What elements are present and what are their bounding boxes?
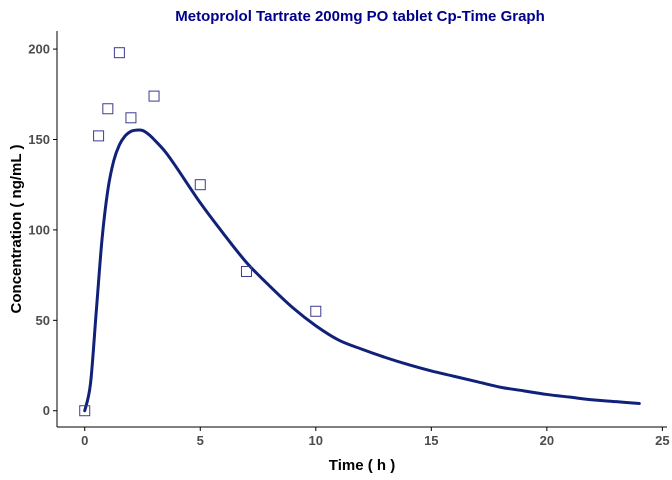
y-tick-label: 50	[36, 313, 50, 328]
x-tick-label: 0	[81, 433, 88, 448]
y-tick-label: 100	[28, 222, 50, 237]
x-tick-label: 15	[424, 433, 438, 448]
y-tick-label: 200	[28, 42, 50, 57]
observed-point	[148, 90, 160, 102]
x-tick-label: 5	[197, 433, 204, 448]
x-tick-label: 10	[309, 433, 323, 448]
y-axis-title: Concentration ( ng/mL )	[8, 145, 25, 314]
observed-point	[102, 103, 114, 115]
chart-title: Metoprolol Tartrate 200mg PO tablet Cp-T…	[175, 8, 545, 25]
observed-point	[125, 112, 137, 124]
observed-point	[93, 130, 105, 142]
observed-point	[240, 265, 252, 277]
x-axis-ticks: 0 5 10 15 20 25	[81, 427, 670, 448]
x-tick-label: 25	[655, 433, 669, 448]
plot-area: 0 5 10 15 20 25 0 50 100 150 200	[28, 31, 670, 448]
y-tick-label: 0	[43, 403, 50, 418]
predicted-concentration-line	[83, 128, 641, 413]
observed-point	[113, 47, 125, 59]
y-axis-ticks: 0 50 100 150 200	[28, 42, 57, 418]
x-axis-title: Time ( h )	[329, 457, 395, 474]
x-tick-label: 20	[540, 433, 554, 448]
observed-point	[310, 305, 322, 317]
observed-point	[79, 405, 91, 417]
y-tick-label: 150	[28, 132, 50, 147]
observed-concentration-points	[79, 47, 322, 417]
observed-point	[194, 179, 206, 191]
